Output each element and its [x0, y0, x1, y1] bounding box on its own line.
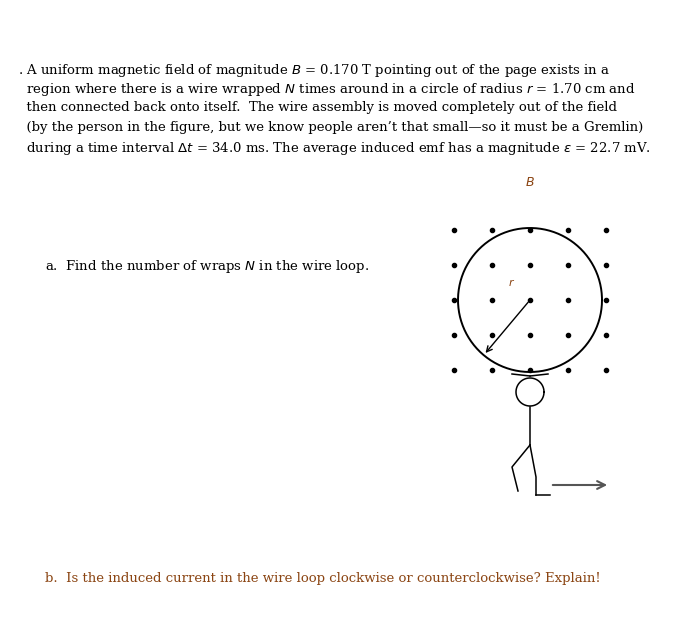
Text: b.  Is the induced current in the wire loop clockwise or counterclockwise? Expla: b. Is the induced current in the wire lo… — [45, 572, 601, 585]
Text: . A uniform magnetic field of magnitude $B$ = 0.170 T pointing out of the page e: . A uniform magnetic field of magnitude … — [18, 62, 610, 79]
Text: (by the person in the figure, but we know people aren’t that small—so it must be: (by the person in the figure, but we kno… — [18, 120, 643, 133]
Text: region where there is a wire wrapped $N$ times around in a circle of radius $r$ : region where there is a wire wrapped $N$… — [18, 81, 635, 98]
Text: then connected back onto itself.  The wire assembly is moved completely out of t: then connected back onto itself. The wir… — [18, 101, 617, 114]
Text: $r$: $r$ — [508, 277, 516, 287]
Text: a.  Find the number of wraps $N$ in the wire loop.: a. Find the number of wraps $N$ in the w… — [45, 258, 370, 275]
Text: $B$: $B$ — [525, 176, 535, 189]
Text: during a time interval $\Delta t$ = 34.0 ms. The average induced emf has a magni: during a time interval $\Delta t$ = 34.0… — [18, 140, 651, 157]
